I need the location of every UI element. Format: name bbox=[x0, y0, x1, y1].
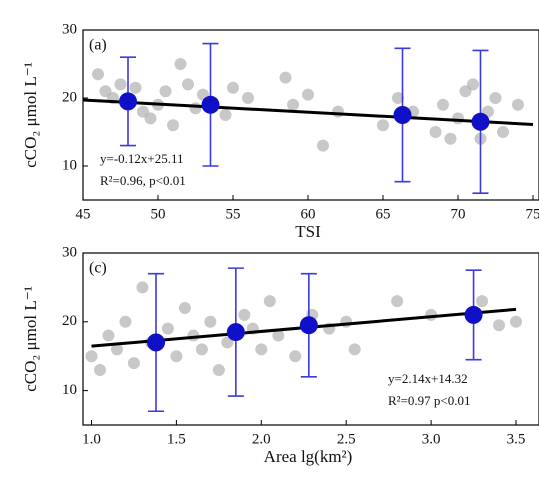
x-tick-label: 70 bbox=[451, 206, 466, 222]
point bbox=[195, 343, 208, 356]
x-tick-label: 60 bbox=[301, 206, 316, 222]
mean-point bbox=[226, 323, 245, 342]
point bbox=[204, 315, 217, 328]
x-tick-label: 65 bbox=[376, 206, 391, 222]
point bbox=[510, 315, 523, 328]
y-tick-label: 20 bbox=[62, 313, 77, 329]
mean-point bbox=[119, 92, 137, 111]
point bbox=[110, 343, 123, 356]
point bbox=[391, 295, 404, 308]
x-tick-label: 1.5 bbox=[167, 431, 186, 447]
point bbox=[127, 357, 140, 370]
point bbox=[221, 336, 234, 349]
mean-point bbox=[393, 106, 412, 124]
y-tick-label: 10 bbox=[62, 157, 77, 173]
x-axis-label: Area lg(km²) bbox=[264, 447, 353, 466]
point bbox=[144, 112, 157, 125]
equation: y=2.14x+14.32 bbox=[388, 371, 468, 386]
point bbox=[377, 119, 389, 132]
x-tick-label: 3.5 bbox=[507, 431, 526, 447]
point bbox=[219, 109, 232, 121]
mean-point bbox=[464, 305, 483, 324]
r-squared: R²=0.97 p<0.01 bbox=[388, 393, 470, 408]
y-axis-label: cCO₂ μmol L⁻¹ bbox=[21, 62, 40, 168]
point bbox=[444, 132, 457, 145]
point bbox=[263, 295, 276, 308]
point bbox=[279, 71, 292, 84]
x-tick-label: 55 bbox=[226, 206, 241, 222]
point bbox=[452, 112, 464, 125]
point bbox=[161, 322, 174, 335]
x-axis-label: TSI bbox=[295, 222, 321, 241]
point bbox=[512, 98, 524, 111]
mean-point bbox=[299, 316, 318, 335]
x-tick-label: 3.0 bbox=[422, 431, 441, 447]
point bbox=[212, 363, 225, 376]
point bbox=[238, 308, 251, 321]
x-tick-label: 45 bbox=[76, 206, 91, 222]
point bbox=[289, 350, 302, 363]
y-tick-label: 30 bbox=[62, 21, 77, 37]
point bbox=[317, 139, 329, 152]
x-tick-label: 50 bbox=[151, 206, 166, 222]
point bbox=[167, 119, 179, 132]
y-tick-label: 30 bbox=[62, 244, 77, 260]
point bbox=[437, 98, 449, 111]
point bbox=[348, 343, 361, 356]
point bbox=[182, 78, 194, 91]
point bbox=[129, 81, 142, 94]
point bbox=[178, 302, 191, 315]
point bbox=[340, 315, 353, 328]
panel-label: (c) bbox=[89, 260, 107, 277]
mean-point bbox=[201, 95, 220, 114]
x-tick-label: 2.5 bbox=[337, 431, 356, 447]
point bbox=[287, 98, 299, 111]
equation: y=-0.12x+25.11 bbox=[100, 151, 184, 166]
point bbox=[255, 343, 268, 356]
mean-point bbox=[471, 112, 490, 131]
point bbox=[272, 329, 285, 342]
x-tick-label: 1.0 bbox=[82, 431, 101, 447]
y-tick-label: 10 bbox=[62, 382, 77, 398]
plot-frame bbox=[82, 252, 539, 426]
point bbox=[392, 92, 404, 104]
point bbox=[170, 350, 183, 363]
fit-line bbox=[82, 98, 534, 126]
point bbox=[174, 58, 187, 70]
point bbox=[467, 78, 479, 91]
plot-frame bbox=[82, 29, 539, 201]
point bbox=[189, 102, 202, 115]
point bbox=[93, 363, 106, 376]
y-tick-label: 20 bbox=[62, 89, 77, 105]
x-tick-label: 75 bbox=[526, 206, 539, 222]
point bbox=[302, 88, 314, 101]
point bbox=[114, 78, 127, 91]
point bbox=[332, 105, 344, 118]
point bbox=[497, 126, 509, 138]
point bbox=[242, 92, 254, 104]
point bbox=[227, 81, 239, 94]
point bbox=[102, 329, 115, 342]
mean-point bbox=[147, 333, 166, 352]
point bbox=[489, 92, 502, 104]
point bbox=[136, 281, 149, 294]
point bbox=[476, 295, 489, 308]
point bbox=[92, 68, 104, 81]
panel-label: (a) bbox=[89, 37, 107, 54]
y-axis-label: cCO₂ μmol L⁻¹ bbox=[21, 286, 40, 392]
point bbox=[159, 85, 172, 98]
point bbox=[429, 126, 442, 138]
point bbox=[119, 315, 132, 328]
point bbox=[85, 350, 98, 363]
r-squared: R²=0.96, p<0.01 bbox=[100, 173, 186, 188]
point bbox=[493, 319, 506, 332]
x-tick-label: 2.0 bbox=[252, 431, 271, 447]
